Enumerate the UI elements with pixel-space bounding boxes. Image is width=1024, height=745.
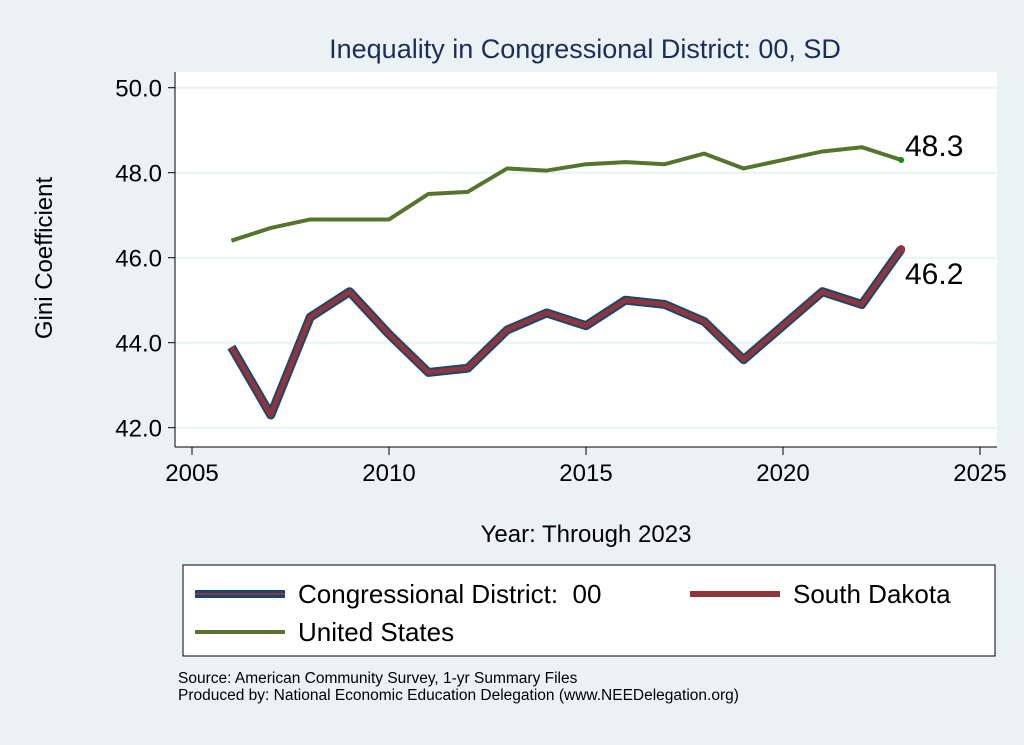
producer-note: Produced by: National Economic Education… <box>178 687 739 704</box>
plot-area <box>175 72 997 447</box>
y-axis-label: Gini Coefficient <box>31 177 58 340</box>
legend-label-sd: South Dakota <box>793 579 951 609</box>
y-tick-label: 48.0 <box>115 161 162 188</box>
y-tick-label: 42.0 <box>115 416 162 443</box>
y-tick-label: 44.0 <box>115 331 162 358</box>
annotation-us-last: 48.3 <box>905 130 963 163</box>
y-tick-label: 46.0 <box>115 246 162 273</box>
chart-title: Inequality in Congressional District: 00… <box>329 34 841 64</box>
series-line-united-states <box>230 145 902 243</box>
source-note: Source: American Community Survey, 1-yr … <box>178 670 578 687</box>
y-tick-label: 50.0 <box>115 76 162 103</box>
x-tick-label: 2025 <box>953 460 1006 487</box>
legend-label-us: United States <box>298 617 454 647</box>
x-tick-label: 2005 <box>165 460 218 487</box>
x-tick-label: 2015 <box>559 460 612 487</box>
series-line-south-dakota <box>229 247 904 418</box>
x-axis-label: Year: Through 2023 <box>481 521 692 548</box>
legend-label-district: Congressional District: 00 <box>298 579 601 609</box>
x-tick-label: 2020 <box>756 460 809 487</box>
annotation-cd-last: 46.2 <box>905 258 963 291</box>
series-endpoint <box>897 245 906 254</box>
series-endpoint <box>898 156 905 163</box>
legend: Congressional District: 00 South Dakota … <box>182 564 996 657</box>
x-tick-label: 2010 <box>362 460 415 487</box>
